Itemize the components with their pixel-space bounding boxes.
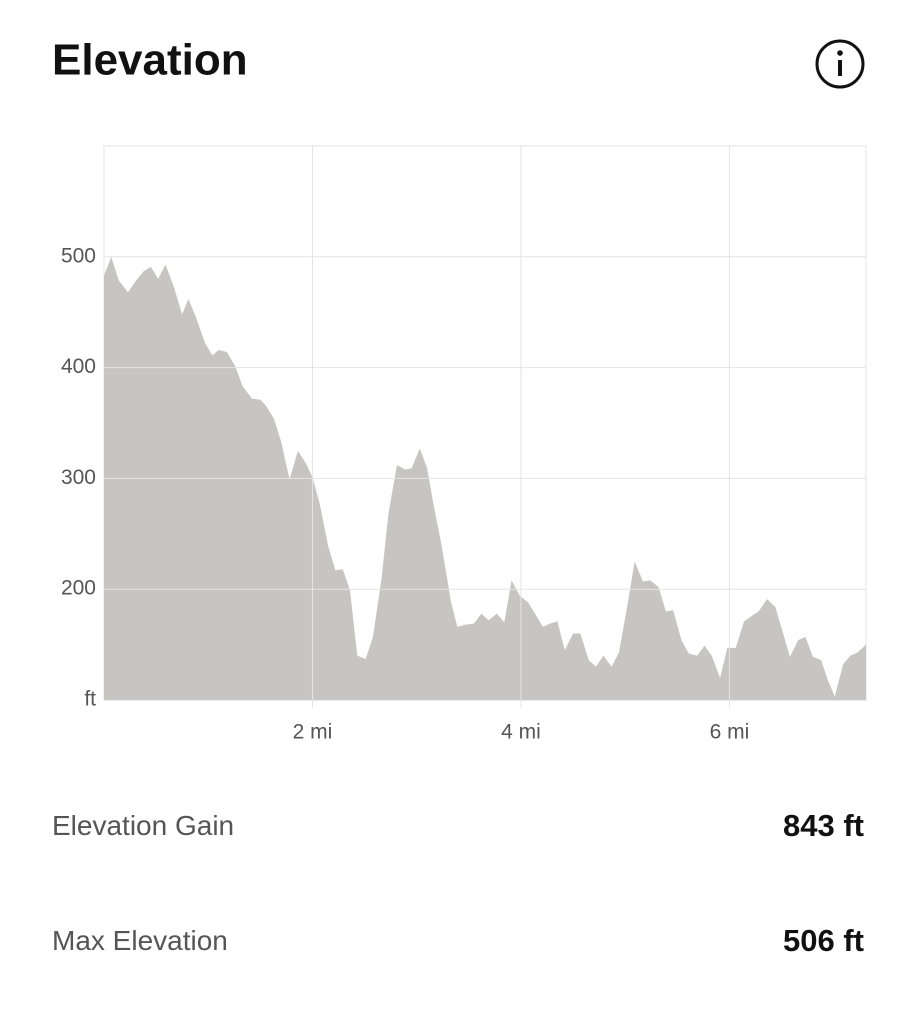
info-icon[interactable] xyxy=(815,39,865,89)
stat-value: 843 ft xyxy=(783,808,864,843)
y-tick-label: 400 xyxy=(61,355,96,378)
chart: Elevation ft 200 300 400 500 2 mi 4 mi 6 mi xyxy=(52,36,867,744)
stat-label: Elevation Gain xyxy=(52,810,235,841)
stat-row: Elevation Gain 843 ft xyxy=(52,808,864,844)
info-button[interactable] xyxy=(815,39,865,89)
y-tick-label: ft xyxy=(84,688,96,711)
info-dot[interactable] xyxy=(837,50,843,56)
y-tick-label: 300 xyxy=(61,466,96,489)
chart-title: Elevation xyxy=(52,36,248,85)
x-tick-label: 2 mi xyxy=(293,721,333,744)
y-tick-label: 500 xyxy=(61,244,96,267)
stat-label: Max Elevation xyxy=(52,925,228,956)
stat-row: Max Elevation 506 ft xyxy=(52,923,864,959)
x-tick-label: 4 mi xyxy=(501,721,541,744)
info-bar[interactable] xyxy=(838,60,842,76)
x-tick-label: 6 mi xyxy=(710,721,750,744)
stat-value: 506 ft xyxy=(783,923,864,958)
y-tick-label: 200 xyxy=(61,577,96,600)
